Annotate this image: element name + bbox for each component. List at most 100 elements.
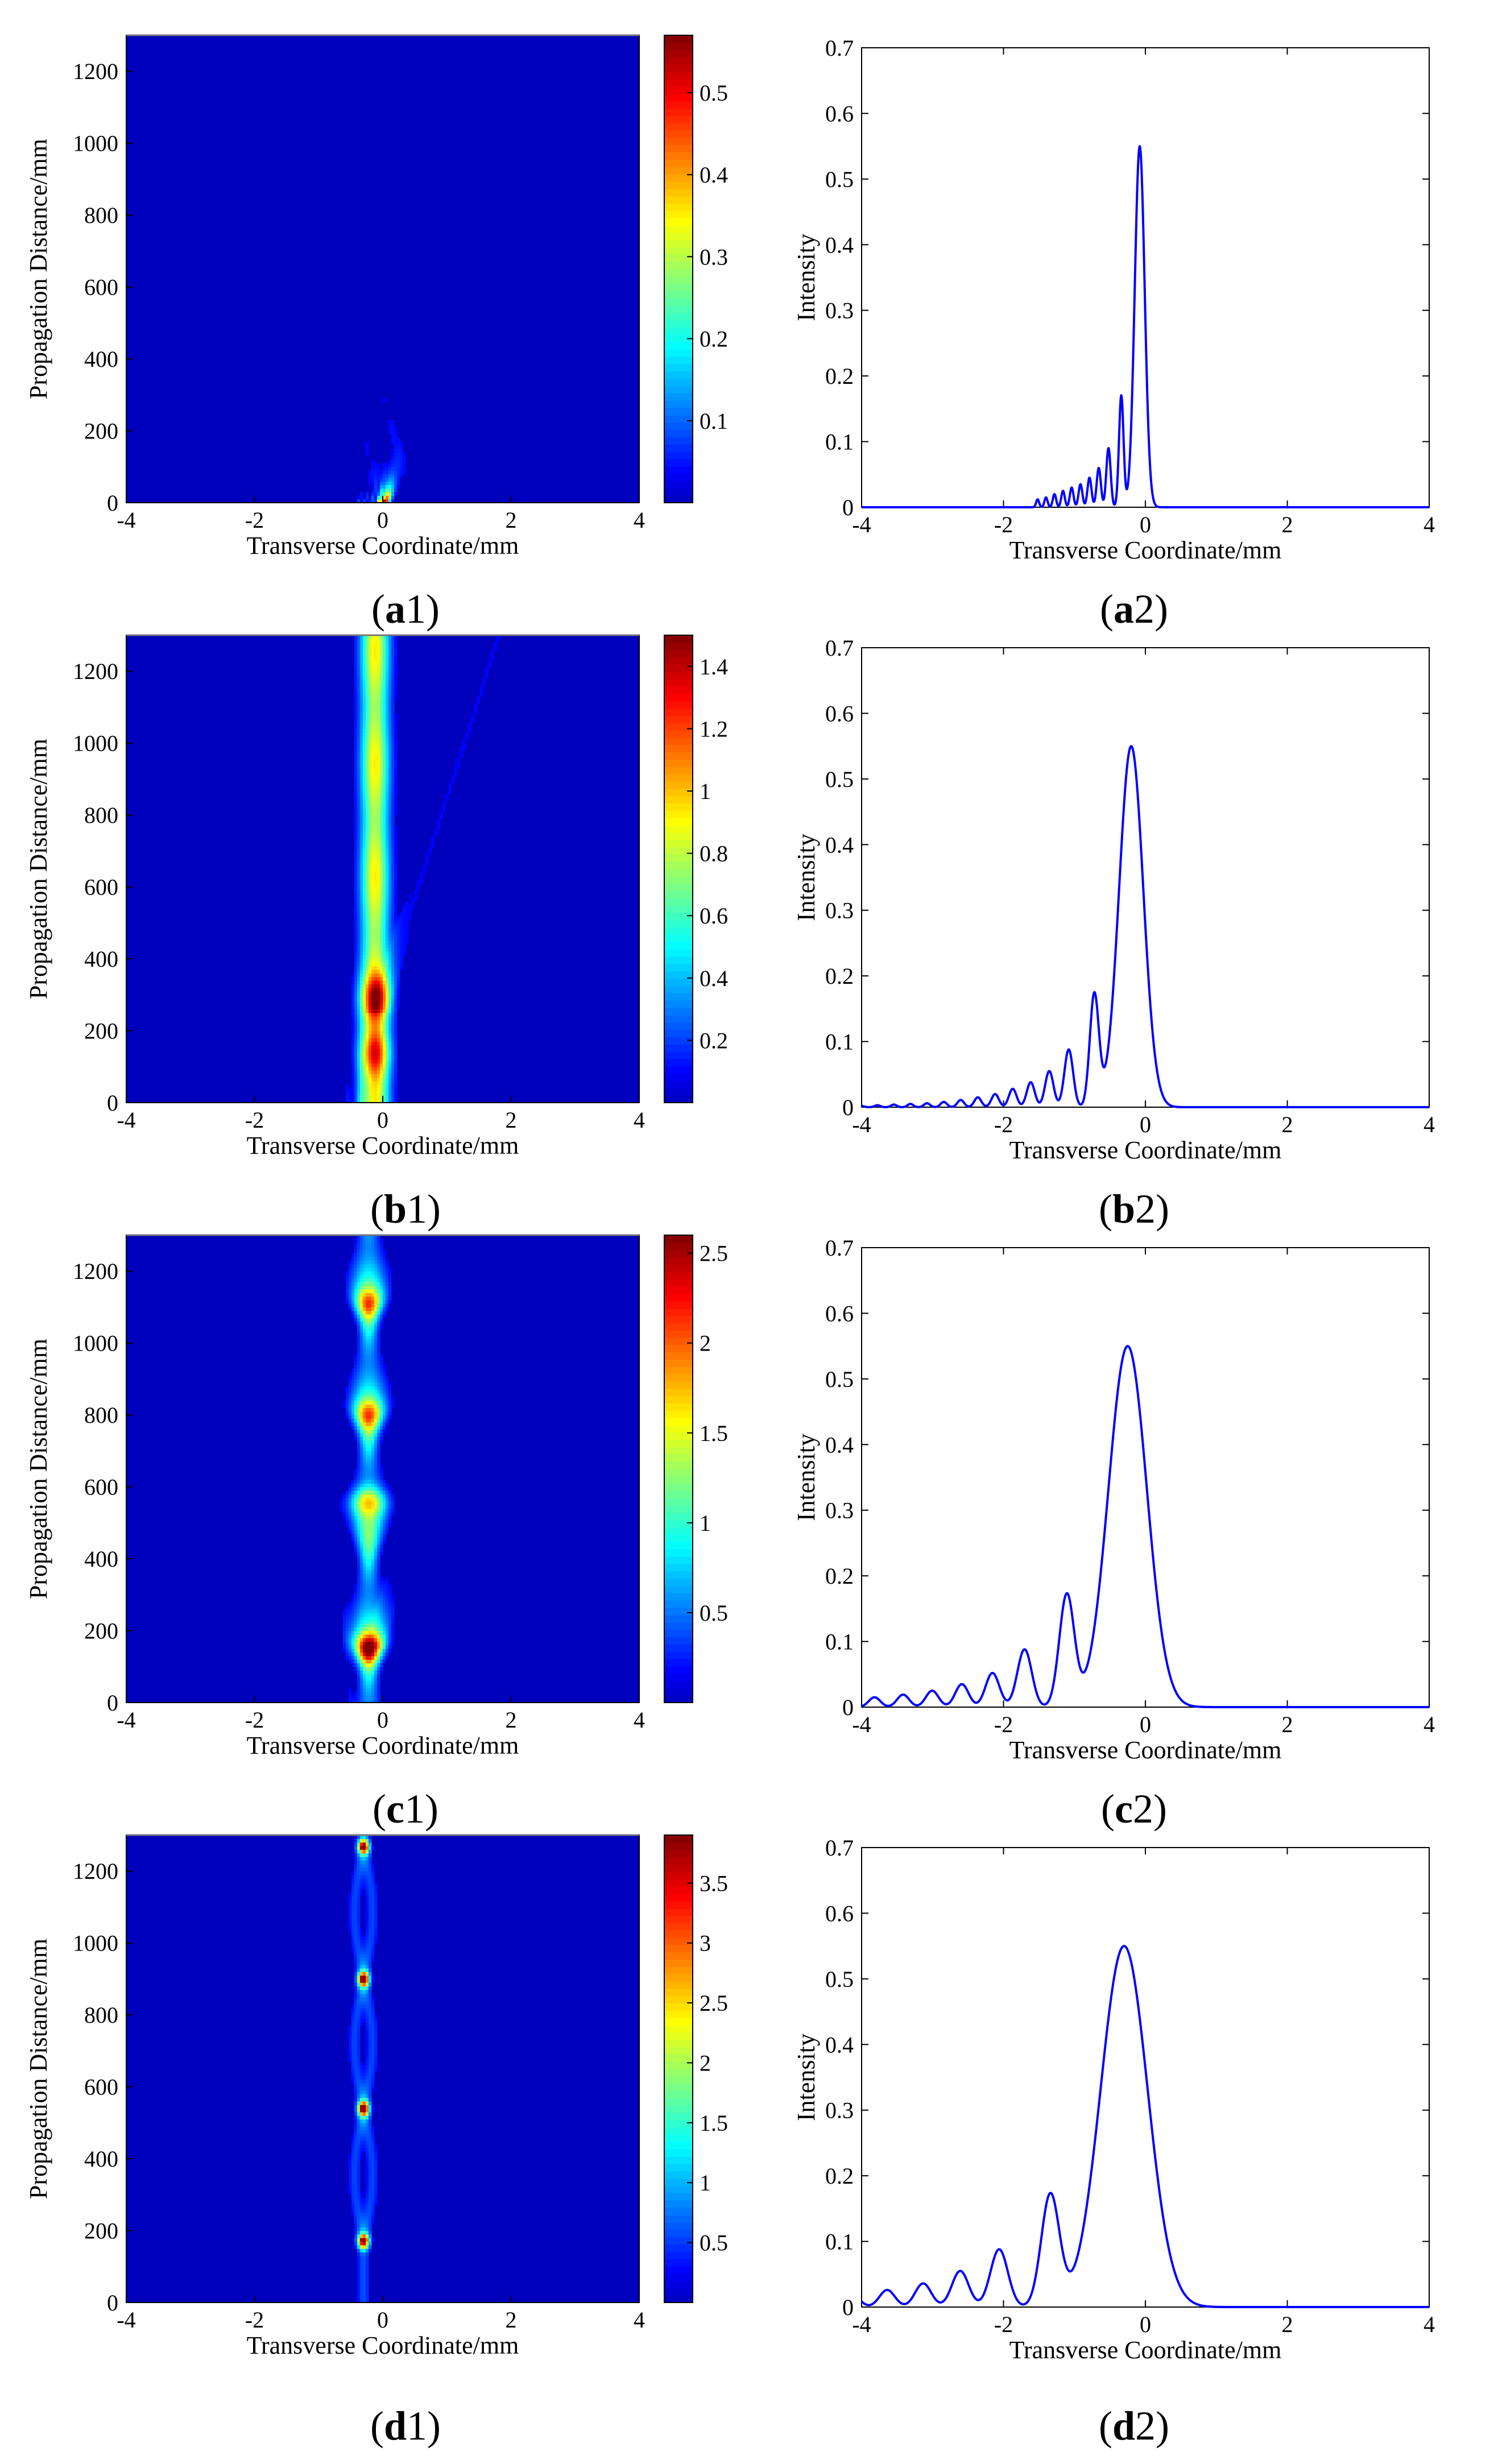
heatmap-cell [348, 1486, 352, 1491]
heatmap-cell [359, 778, 363, 783]
heatmap-cell [371, 995, 375, 999]
heatmap-cell [388, 1095, 392, 1100]
heatmap-cell [359, 1666, 363, 1671]
heatmap-cell [371, 463, 375, 467]
heatmap-cell [359, 843, 363, 848]
heatmap-cell [359, 1476, 363, 1480]
heatmap-cell [386, 1299, 389, 1304]
heatmap-cell [354, 743, 358, 747]
heatmap-cell [357, 1454, 361, 1459]
heatmap-cell [354, 689, 358, 693]
heatmap-cell [379, 1293, 383, 1297]
y-tick-label: 0.2 [825, 1563, 854, 1589]
heatmap-cell [397, 466, 400, 471]
heatmap-cell [371, 1555, 375, 1559]
heatmap-cell [357, 1407, 361, 1412]
colorbar-swatch [664, 291, 693, 299]
heatmap-cell [362, 976, 366, 981]
heatmap-cell [359, 2083, 363, 2088]
heatmap-cell [348, 1601, 352, 1606]
heatmap-cell [388, 495, 392, 500]
heatmap-cell [394, 847, 398, 851]
heatmap-cell [354, 2069, 358, 2073]
heatmap-cell [362, 912, 366, 916]
heatmap-cell [383, 1278, 386, 1282]
heatmap-cell [365, 905, 369, 909]
heatmap-cell [357, 2169, 361, 2173]
heatmap-cell [365, 2238, 369, 2242]
colorbar-swatch [664, 905, 693, 913]
heatmap-cell [374, 728, 378, 733]
heatmap-cell [371, 897, 375, 902]
heatmap-cell [357, 1038, 361, 1042]
heatmap-cell [374, 793, 378, 798]
heatmap-cell [368, 2234, 372, 2238]
heatmap-cell [362, 1282, 366, 1286]
heatmap-cell [388, 466, 392, 471]
heatmap-cell [379, 492, 383, 496]
heatmap-cell [365, 1088, 369, 1092]
heatmap-cell [357, 905, 361, 909]
heatmap-cell [391, 1070, 395, 1075]
heatmap-cell [371, 980, 375, 984]
heatmap-cell [379, 678, 383, 682]
heatmap-cell [348, 1623, 352, 1628]
heatmap-cell [376, 1432, 380, 1437]
heatmap-cell [359, 1378, 363, 1383]
heatmap-cell [383, 664, 386, 668]
heatmap-cell [359, 1508, 363, 1513]
heatmap-cell [379, 757, 383, 761]
heatmap-cell [391, 678, 395, 682]
heatmap-cell [359, 872, 363, 877]
heatmap-cell [383, 1591, 386, 1595]
heatmap-cell [374, 1074, 378, 1078]
heatmap-cell [348, 1515, 352, 1520]
colorbar-swatch [664, 730, 693, 738]
heatmap-cell [386, 782, 389, 787]
heatmap-cell [368, 1088, 372, 1092]
heatmap-cell [383, 869, 386, 873]
heatmap-cell [368, 944, 372, 949]
heatmap-cell [376, 1077, 380, 1082]
heatmap-cell [394, 991, 398, 995]
heatmap-cell [359, 1645, 363, 1649]
heatmap-cell [374, 872, 378, 877]
heatmap-cell [379, 1296, 383, 1301]
heatmap-cell [386, 847, 389, 851]
y-tick-label: 0.5 [825, 767, 854, 792]
heatmap-cell [348, 2190, 352, 2195]
heatmap-cell [365, 1515, 369, 1520]
heatmap-cell [368, 1486, 372, 1491]
heatmap-cell [354, 747, 358, 751]
heatmap-cell [383, 959, 386, 963]
heatmap-cell [388, 869, 392, 873]
heatmap-cell [357, 2227, 361, 2231]
heatmap-cell [365, 728, 369, 733]
heatmap-cell [362, 1055, 366, 1060]
heatmap-cell [351, 2205, 355, 2210]
colorbar-swatch [664, 854, 693, 862]
heatmap-cell [394, 761, 398, 765]
heatmap-cell [359, 1655, 363, 1660]
heatmap-cell [357, 671, 361, 676]
heatmap-cell [354, 1364, 358, 1369]
heatmap-cell [359, 1382, 363, 1387]
heatmap-cell [376, 1699, 380, 1703]
heatmap-cell [391, 973, 395, 978]
heatmap-cell [379, 858, 383, 862]
colorbar-swatch [664, 642, 693, 651]
heatmap-cell [376, 1239, 380, 1243]
heatmap-cell [371, 1023, 375, 1028]
heatmap-cell [368, 2126, 372, 2131]
heatmap-cell [345, 1630, 349, 1635]
heatmap-cell [365, 1580, 369, 1584]
heatmap-cell [365, 1497, 369, 1502]
heatmap-cell [379, 1245, 383, 1250]
heatmap-cell [362, 2223, 366, 2227]
heatmap-cell [357, 1681, 361, 1685]
heatmap-cell [383, 725, 386, 729]
heatmap-cell [386, 1601, 389, 1606]
heatmap-cell [391, 1034, 395, 1038]
heatmap-cell [368, 1451, 372, 1455]
